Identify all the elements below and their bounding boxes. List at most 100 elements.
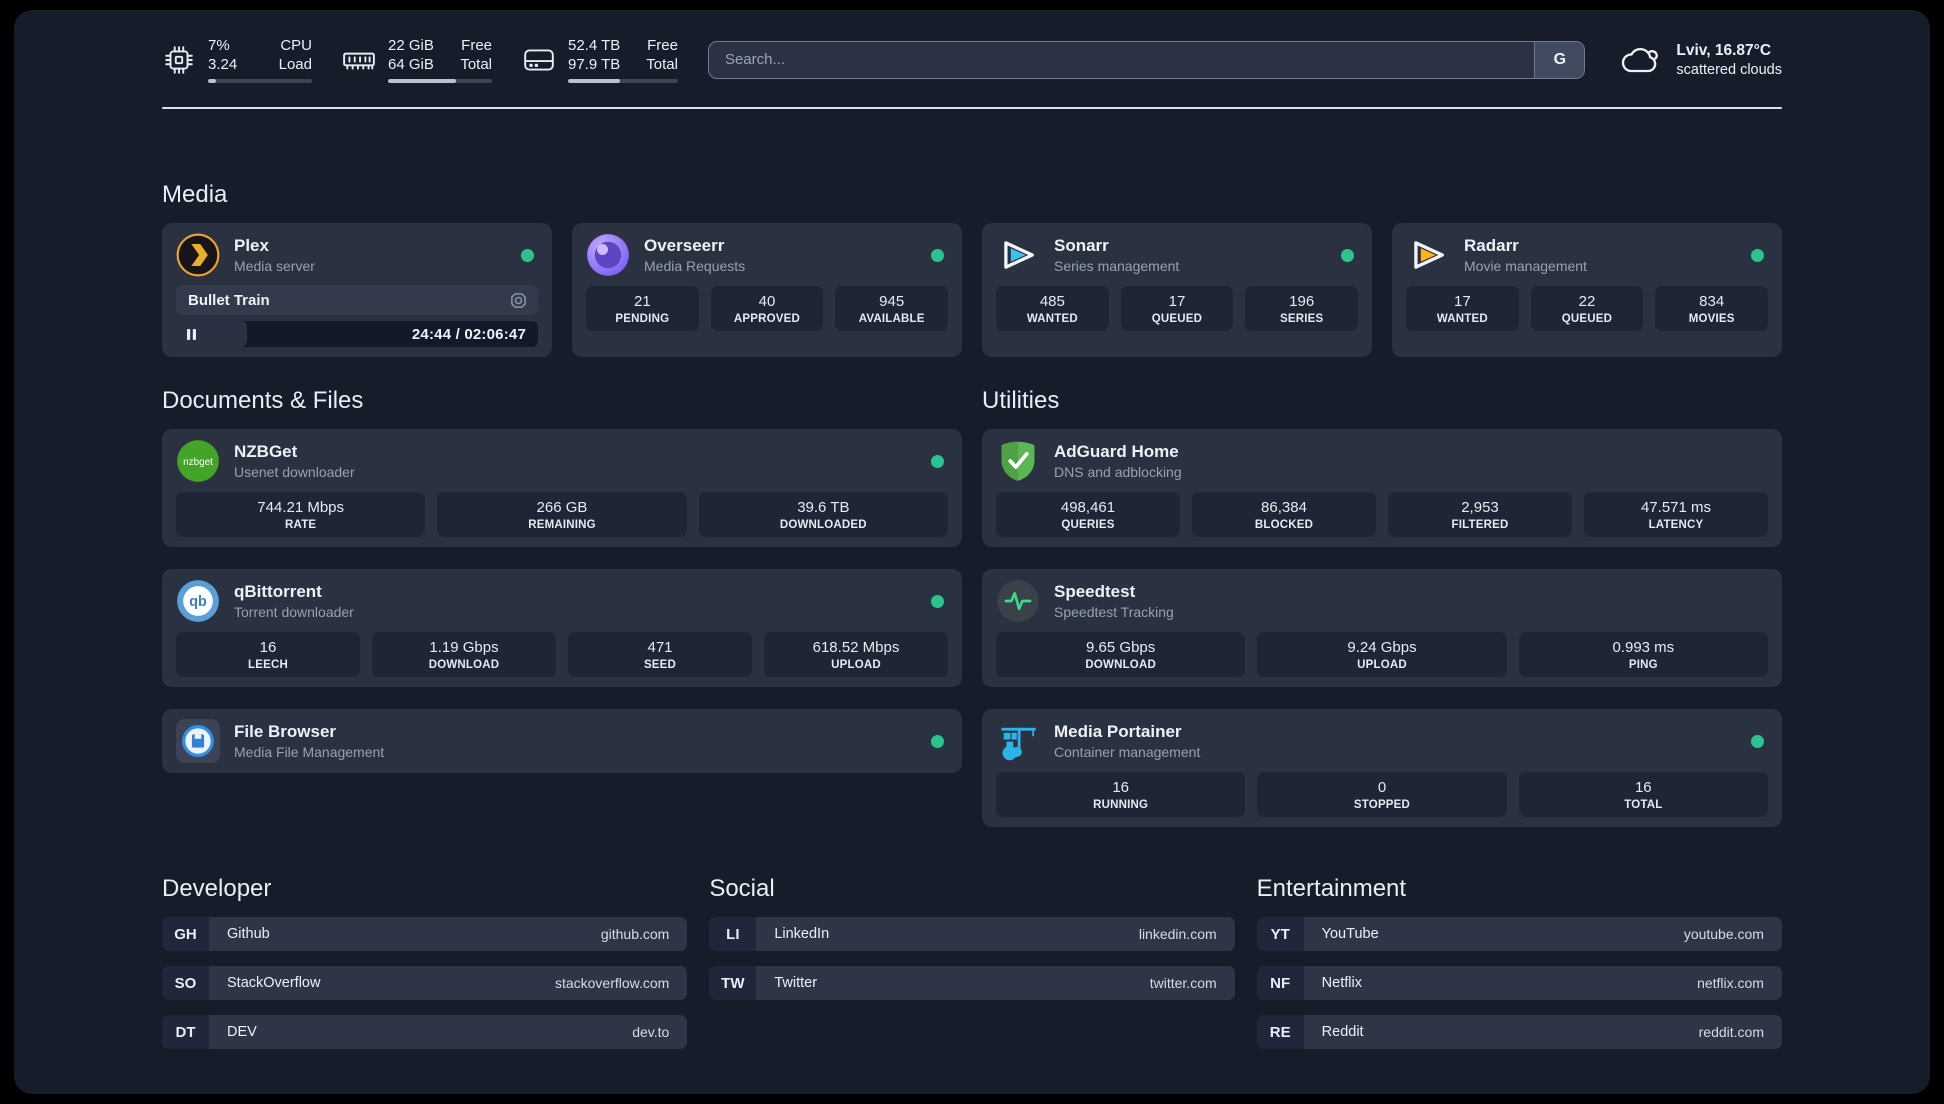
section-title-documents: Documents & Files <box>162 387 364 415</box>
card-plex[interactable]: Plex Media server Bullet Train 24:44 / 0… <box>162 223 552 358</box>
app-name: File Browser <box>234 722 337 742</box>
status-online-dot <box>1341 248 1354 262</box>
card-overseerr[interactable]: Overseerr Media Requests 21 PENDING 40 APP… <box>572 223 962 358</box>
app-subtitle: Usenet downloader <box>234 464 355 481</box>
app-subtitle: DNS and adblocking <box>1054 464 1182 481</box>
stat-tile: 485 WANTED <box>996 286 1109 332</box>
app-name: AdGuard Home <box>1054 442 1179 462</box>
app-name: Sonarr <box>1054 236 1109 256</box>
link-url: dev.to <box>632 1024 670 1041</box>
pause-icon[interactable] <box>185 328 198 341</box>
section-title-media: Media <box>162 181 228 209</box>
stat-tile: 618.52 Mbps UPLOAD <box>764 632 948 678</box>
link-reddit[interactable]: RE Reddit reddit.com <box>1256 1015 1782 1050</box>
link-linkedin[interactable]: LI LinkedIn linkedin.com <box>709 917 1235 952</box>
ram-progressbar <box>388 79 492 84</box>
developer-section: Developer GH Github github.com SO StackOv… <box>162 875 688 1050</box>
link-github[interactable]: GH Github github.com <box>162 917 688 952</box>
stat-tile: 471 SEED <box>568 632 752 678</box>
card-speedtest[interactable]: Speedtest Speedtest Tracking 9.65 Gbps DO… <box>982 569 1782 688</box>
link-name: Netflix <box>1321 975 1362 992</box>
disk-total: 97.9 TB <box>568 56 621 74</box>
link-stackoverflow[interactable]: SO StackOverflow stackoverflow.com <box>162 966 688 1001</box>
link-abbr: GH <box>162 917 209 952</box>
stat-tile: 22 QUEUED <box>1530 286 1644 332</box>
qbittorrent-icon: qb <box>176 579 220 623</box>
status-online-dot <box>931 734 944 748</box>
speedtest-icon <box>996 579 1040 623</box>
link-abbr: YT <box>1256 917 1304 952</box>
cpu-progressbar <box>208 79 312 84</box>
ram-total: 64 GiB <box>388 56 434 74</box>
link-name: Twitter <box>774 975 818 992</box>
search-input[interactable] <box>708 41 1535 78</box>
app-name: NZBGet <box>234 442 298 462</box>
documents-column: Documents & Files nzbget NZBGet Usenet d… <box>162 387 962 774</box>
link-url: stackoverflow.com <box>554 975 670 992</box>
portainer-icon <box>996 719 1040 763</box>
ram-icon <box>343 52 375 70</box>
stat-tile: 17 QUEUED <box>1120 286 1234 332</box>
link-netflix[interactable]: NF Netflix netflix.com <box>1256 966 1782 1001</box>
link-name: StackOverflow <box>227 975 321 992</box>
disk-progressbar <box>568 79 678 84</box>
link-abbr: TW <box>709 966 757 1001</box>
link-name: DEV <box>227 1024 257 1041</box>
cpu-loadavg: 3.24 <box>208 56 238 74</box>
stat-tile: 744.21 Mbps RATE <box>176 492 426 538</box>
link-name: Reddit <box>1321 1024 1364 1041</box>
disk-icon <box>524 49 554 71</box>
filebrowser-icon <box>176 719 220 764</box>
app-name: Overseerr <box>644 236 725 256</box>
now-playing-title: Bullet Train <box>188 291 270 309</box>
app-name: Plex <box>234 236 269 256</box>
disk-stat: 52.4 TB 97.9 TB Free Total <box>522 36 678 84</box>
link-dev[interactable]: DT DEV dev.to <box>162 1015 688 1050</box>
card-sonarr[interactable]: Sonarr Series management 485 WANTED 17 QUE… <box>982 223 1372 358</box>
disk-free: 52.4 TB <box>568 37 621 54</box>
cpu-label2: Load <box>278 56 312 74</box>
stat-tile: 266 GB REMAINING <box>437 492 687 538</box>
section-title-entertainment: Entertainment <box>1256 875 1407 903</box>
cloud-icon <box>1622 47 1659 72</box>
link-twitter[interactable]: TW Twitter twitter.com <box>709 966 1235 1001</box>
stat-tile: 86,384 BLOCKED <box>1192 492 1376 538</box>
topbar: 7% 3.24 CPU Load <box>162 10 1782 84</box>
app-name: qBittorrent <box>234 582 322 602</box>
card-adguard[interactable]: AdGuard Home DNS and adblocking 498,461 Q… <box>982 429 1782 548</box>
status-online-dot <box>931 594 944 608</box>
link-youtube[interactable]: YT YouTube youtube.com <box>1256 917 1782 952</box>
link-url: linkedin.com <box>1138 926 1217 943</box>
stat-tile: 17 WANTED <box>1406 286 1519 332</box>
stat-tile: 9.24 Gbps UPLOAD <box>1257 632 1507 678</box>
stat-tile: 16 LEECH <box>176 632 360 678</box>
link-abbr: LI <box>709 917 757 952</box>
stat-tile: 47.571 ms LATENCY <box>1584 492 1768 538</box>
app-subtitle: Media File Management <box>234 744 385 761</box>
card-nzbget[interactable]: nzbget NZBGet Usenet downloader 744.21 M… <box>162 429 962 548</box>
card-filebrowser[interactable]: File Browser Media File Management <box>162 709 962 774</box>
status-online-dot <box>1751 248 1764 262</box>
weather-widget: Lviv, 16.87°C scattered clouds <box>1619 42 1782 78</box>
dashboard-panel: 7% 3.24 CPU Load <box>14 10 1930 1094</box>
stat-tile: 0 STOPPED <box>1257 772 1507 818</box>
link-url: youtube.com <box>1683 926 1764 943</box>
card-portainer[interactable]: Media Portainer Container management 16 R… <box>982 709 1782 828</box>
playback-progressbar: 24:44 / 02:06:47 <box>176 321 538 348</box>
adguard-icon <box>996 439 1040 483</box>
cpu-usage: 7% <box>208 37 230 54</box>
stat-tile: 40 APPROVED <box>710 286 824 332</box>
card-qbittorrent[interactable]: qb qBittorrent Torrent downloader 16 LEEC… <box>162 569 962 688</box>
ram-free: 22 GiB <box>388 37 434 54</box>
search-engine-button[interactable]: G <box>1534 41 1585 78</box>
cpu-label: CPU <box>280 37 312 54</box>
link-url: twitter.com <box>1149 975 1217 992</box>
section-title-developer: Developer <box>162 875 272 903</box>
section-title-utilities: Utilities <box>982 387 1060 415</box>
stat-tile: 1.19 Gbps DOWNLOAD <box>372 632 556 678</box>
link-url: github.com <box>600 926 670 943</box>
card-radarr[interactable]: Radarr Movie management 17 WANTED 22 QUEUE… <box>1392 223 1782 358</box>
stat-tile: 2,953 FILTERED <box>1388 492 1572 538</box>
app-subtitle: Movie management <box>1464 258 1587 275</box>
video-session-icon <box>511 292 526 308</box>
